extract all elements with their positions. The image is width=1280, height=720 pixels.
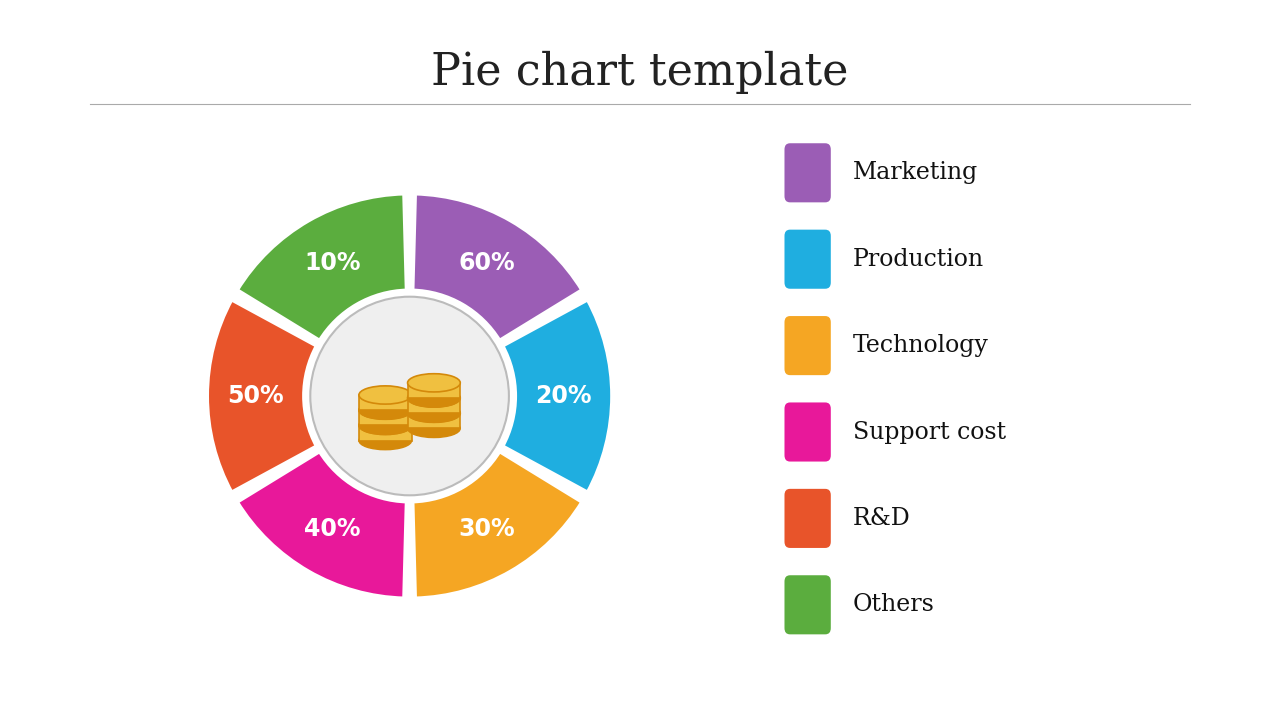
Text: R&D: R&D bbox=[852, 507, 910, 530]
Ellipse shape bbox=[358, 386, 412, 404]
Wedge shape bbox=[237, 194, 407, 341]
Text: Marketing: Marketing bbox=[852, 161, 978, 184]
Ellipse shape bbox=[407, 389, 461, 407]
Bar bbox=[407, 398, 461, 413]
Ellipse shape bbox=[407, 419, 461, 438]
Ellipse shape bbox=[358, 401, 412, 419]
Text: Pie chart template: Pie chart template bbox=[431, 50, 849, 94]
Wedge shape bbox=[412, 451, 582, 598]
FancyBboxPatch shape bbox=[785, 230, 831, 289]
Wedge shape bbox=[502, 300, 612, 492]
Text: Production: Production bbox=[852, 248, 984, 271]
Text: Technology: Technology bbox=[852, 334, 988, 357]
Text: 20%: 20% bbox=[535, 384, 591, 408]
FancyBboxPatch shape bbox=[785, 143, 831, 202]
Text: 50%: 50% bbox=[228, 384, 284, 408]
Wedge shape bbox=[237, 451, 407, 598]
Text: Support cost: Support cost bbox=[852, 420, 1006, 444]
Bar bbox=[407, 413, 461, 428]
FancyBboxPatch shape bbox=[785, 489, 831, 548]
Bar bbox=[358, 395, 412, 410]
Ellipse shape bbox=[407, 404, 461, 423]
Ellipse shape bbox=[407, 374, 461, 392]
FancyBboxPatch shape bbox=[785, 402, 831, 462]
Bar bbox=[358, 426, 412, 441]
Circle shape bbox=[310, 297, 509, 495]
Ellipse shape bbox=[358, 416, 412, 434]
Wedge shape bbox=[412, 194, 582, 341]
Wedge shape bbox=[207, 300, 317, 492]
FancyBboxPatch shape bbox=[785, 316, 831, 375]
Text: 40%: 40% bbox=[305, 518, 361, 541]
Text: 60%: 60% bbox=[458, 251, 515, 274]
Ellipse shape bbox=[358, 401, 412, 419]
Text: 30%: 30% bbox=[458, 518, 515, 541]
Ellipse shape bbox=[407, 404, 461, 423]
Ellipse shape bbox=[358, 431, 412, 450]
Ellipse shape bbox=[358, 416, 412, 434]
Text: 10%: 10% bbox=[305, 251, 361, 274]
Ellipse shape bbox=[407, 389, 461, 407]
Bar bbox=[407, 383, 461, 398]
FancyBboxPatch shape bbox=[785, 575, 831, 634]
Bar bbox=[358, 410, 412, 426]
Text: Others: Others bbox=[852, 593, 934, 616]
